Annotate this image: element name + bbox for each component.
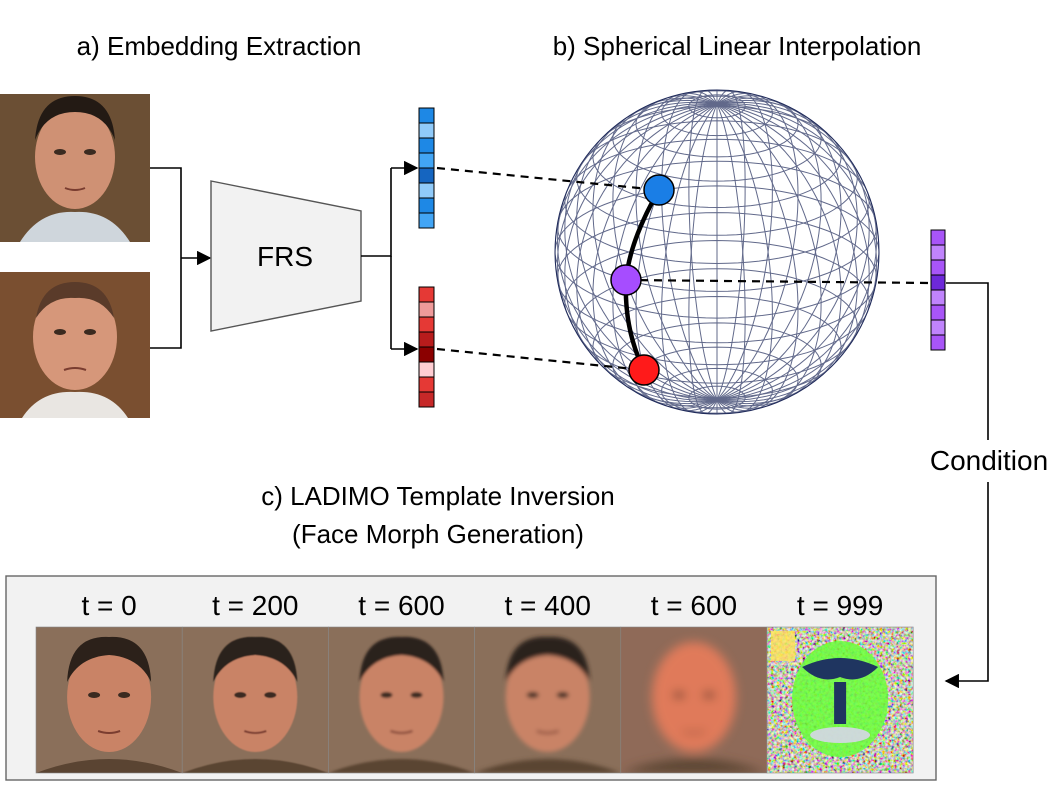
interpolated-embedding-cell xyxy=(930,274,946,291)
interpolated-embedding-cell xyxy=(930,244,946,261)
sphere-parallel xyxy=(592,105,842,208)
sphere-parallel xyxy=(612,95,822,182)
timestep-label: t = 600 xyxy=(651,590,737,621)
sphere-parallel xyxy=(557,160,877,292)
embedding-b-cell xyxy=(418,346,435,363)
embedding-b-cell xyxy=(418,331,435,348)
embedding-b-cell xyxy=(418,286,435,303)
embedding-a-cell xyxy=(418,167,435,184)
interpolated-embedding-cell xyxy=(930,319,946,336)
input-face-photo-b xyxy=(0,272,150,418)
sphere-parallel xyxy=(661,90,773,137)
embedding-b-cell xyxy=(418,376,435,393)
embedding-vector-a xyxy=(418,107,435,229)
morph-frame xyxy=(328,626,475,774)
sphere-parallel xyxy=(612,322,822,409)
hypersphere xyxy=(554,89,880,415)
inversion-title: c) LADIMO Template Inversion xyxy=(261,481,615,511)
condition-connector xyxy=(944,282,989,689)
sphere-parallel xyxy=(661,367,773,414)
morph-frame xyxy=(766,626,914,774)
embedding-b-cell xyxy=(418,361,435,378)
sphere-parallel xyxy=(564,239,870,366)
interpolated-embedding-cell xyxy=(930,229,946,246)
embedding-b-cell xyxy=(418,301,435,318)
timestep-label: t = 999 xyxy=(797,590,883,621)
interpolated-embedding-vector xyxy=(930,229,946,351)
timestep-label: t = 600 xyxy=(358,590,444,621)
sphere-parallel xyxy=(576,120,858,236)
embedding-point-a xyxy=(643,174,675,206)
morph-frame xyxy=(474,626,622,774)
timestep-label: t = 200 xyxy=(212,590,298,621)
embedding-b-cell xyxy=(418,391,435,408)
embedding-a-cell xyxy=(418,122,435,139)
sphere-parallel xyxy=(688,385,746,410)
morph-frame xyxy=(35,626,183,774)
embedding-a-cell xyxy=(418,152,435,169)
sphere-parallel xyxy=(688,94,746,119)
frs-label: FRS xyxy=(257,241,313,272)
embedding-b-cell xyxy=(418,316,435,333)
embedding-a-cell xyxy=(418,197,435,214)
frs-block xyxy=(210,180,362,332)
sphere-parallel xyxy=(557,212,877,344)
morph-frame xyxy=(181,626,329,774)
condition-label: Condition xyxy=(930,445,1048,476)
embedding-a-cell xyxy=(418,212,435,229)
sphere-parallel xyxy=(555,185,879,319)
interpolated-embedding-cell xyxy=(930,289,946,306)
embedding-a-cell xyxy=(418,182,435,199)
timestep-strip: t = 0 t = 200 t = 600 t = 400 t = 600 t = 999 xyxy=(35,590,914,774)
embedding-point-b xyxy=(628,354,660,386)
frs-to-embedding-connector xyxy=(361,160,419,357)
embedding-a-cell xyxy=(418,137,435,154)
embedding-extraction-title: a) Embedding Extraction xyxy=(77,31,362,61)
sphere-parallel xyxy=(564,138,870,264)
interpolated-embedding-cell xyxy=(930,259,946,276)
interpolated-embedding-cell xyxy=(930,304,946,321)
interpolated-embedding-cell xyxy=(930,334,946,351)
slerp-title: b) Spherical Linear Interpolation xyxy=(553,31,922,61)
embedding-vector-b xyxy=(418,286,435,408)
timestep-label: t = 0 xyxy=(81,590,136,621)
inversion-subtitle: (Face Morph Generation) xyxy=(292,519,584,549)
interpolated-point xyxy=(610,264,642,296)
morph-frame xyxy=(620,626,768,774)
sphere-parallel xyxy=(576,268,858,384)
embedding-a-cell xyxy=(418,107,435,124)
projection-lines xyxy=(436,166,931,372)
timestep-label: t = 400 xyxy=(504,590,590,621)
input-face-photo-a xyxy=(0,94,150,242)
sphere-parallel xyxy=(592,295,842,399)
face-to-frs-connector xyxy=(150,167,212,349)
